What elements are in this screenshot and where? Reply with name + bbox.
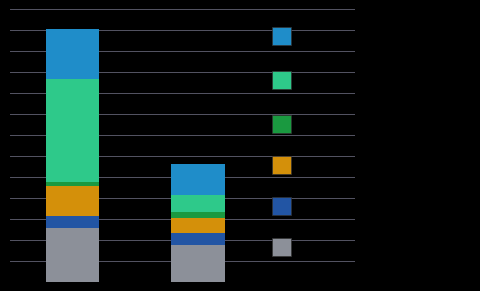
Bar [46, 29, 99, 79]
Bar [46, 79, 99, 182]
Bar [171, 244, 225, 282]
Bar [46, 186, 99, 216]
FancyBboxPatch shape [272, 27, 291, 45]
FancyBboxPatch shape [272, 71, 291, 89]
FancyBboxPatch shape [272, 197, 291, 214]
Bar [171, 212, 225, 218]
FancyBboxPatch shape [272, 156, 291, 173]
FancyBboxPatch shape [272, 238, 291, 255]
Bar [171, 233, 225, 244]
Bar [46, 216, 99, 228]
FancyBboxPatch shape [272, 115, 291, 132]
Bar [171, 195, 225, 212]
Bar [171, 218, 225, 233]
Bar [46, 228, 99, 282]
Bar [171, 164, 225, 195]
Bar [46, 182, 99, 186]
